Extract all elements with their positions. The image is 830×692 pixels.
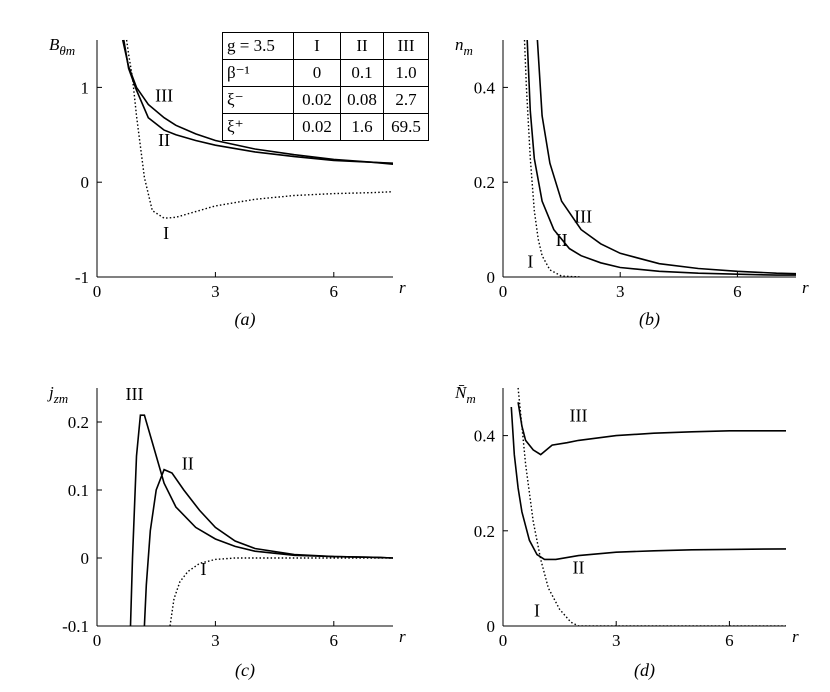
x-tick-label: 6 bbox=[733, 282, 742, 301]
x-tick-label: 0 bbox=[499, 282, 508, 301]
curve-label-ii: II bbox=[158, 130, 170, 150]
curve-label-i: I bbox=[527, 252, 533, 272]
x-tick-label: 6 bbox=[725, 631, 734, 650]
table-row: ξ⁻ 0.02 0.08 2.7 bbox=[222, 86, 429, 114]
y-tick-label: 0 bbox=[487, 268, 496, 287]
x-tick-label: 6 bbox=[330, 631, 339, 650]
x-tick-label: 3 bbox=[616, 282, 625, 301]
table-cell: 0.02 bbox=[293, 86, 341, 114]
table-cell: 0.08 bbox=[340, 86, 384, 114]
y-tick-label: 0.1 bbox=[68, 481, 89, 500]
panel-label: (b) bbox=[639, 309, 660, 330]
y-tick-label: 0.2 bbox=[474, 522, 495, 541]
x-axis-label: r bbox=[792, 627, 799, 646]
series-line-ii bbox=[526, 39, 796, 276]
table-cell: 1.6 bbox=[340, 113, 384, 141]
table-cell: II bbox=[340, 32, 384, 60]
y-tick-label: 0 bbox=[487, 617, 496, 636]
panel-label: (d) bbox=[634, 660, 655, 681]
panel-label: (a) bbox=[235, 309, 256, 330]
table-cell: ξ⁺ bbox=[222, 113, 294, 141]
table-cell: 0.02 bbox=[293, 113, 341, 141]
x-tick-label: 0 bbox=[93, 282, 102, 301]
curve-label-ii: II bbox=[572, 558, 584, 578]
y-tick-label: -1 bbox=[75, 268, 89, 287]
table-cell: I bbox=[293, 32, 341, 60]
table-row: ξ⁺ 0.02 1.6 69.5 bbox=[222, 113, 429, 141]
y-tick-label: 0.4 bbox=[474, 427, 496, 446]
curve-label-i: I bbox=[163, 223, 169, 243]
y-tick-label: 0.4 bbox=[474, 78, 496, 97]
curve-label-iii: III bbox=[126, 384, 144, 404]
table-row: β⁻¹ 0 0.1 1.0 bbox=[222, 59, 429, 87]
y-tick-label: 0.2 bbox=[68, 413, 89, 432]
series-line-iii bbox=[536, 39, 796, 275]
table-cell: III bbox=[383, 32, 429, 60]
x-tick-label: 3 bbox=[211, 282, 220, 301]
y-axis-label: jzm bbox=[47, 383, 68, 406]
table-cell: 2.7 bbox=[383, 86, 429, 114]
curve-label-iii: III bbox=[155, 86, 173, 106]
table-cell: 0.1 bbox=[340, 59, 384, 87]
parameter-table: g = 3.5 I II III β⁻¹ 0 0.1 1.0 ξ⁻ 0.02 0… bbox=[222, 32, 429, 141]
series-line-ii bbox=[510, 406, 786, 561]
curve-label-iii: III bbox=[569, 405, 587, 425]
panel-label: (c) bbox=[235, 660, 255, 681]
curve-label-ii: II bbox=[556, 230, 568, 250]
x-axis-label: r bbox=[802, 278, 809, 297]
table-cell: β⁻¹ bbox=[222, 59, 294, 87]
table-cell: 1.0 bbox=[383, 59, 429, 87]
y-axis-label: Bθm bbox=[49, 35, 75, 58]
x-tick-label: 3 bbox=[211, 631, 220, 650]
x-tick-label: 0 bbox=[93, 631, 102, 650]
series-line-i bbox=[517, 387, 786, 626]
series-line-ii bbox=[143, 468, 393, 626]
x-axis-label: r bbox=[399, 278, 406, 297]
curve-label-iii: III bbox=[574, 206, 592, 226]
series-line-i bbox=[169, 557, 393, 626]
curve-label-i: I bbox=[534, 600, 540, 620]
y-axis-label: nm bbox=[455, 35, 473, 58]
table-row: g = 3.5 I II III bbox=[222, 32, 429, 60]
series-line-i bbox=[523, 39, 582, 277]
series-line-iii bbox=[129, 414, 393, 626]
x-tick-label: 6 bbox=[330, 282, 339, 301]
y-tick-label: 1 bbox=[81, 78, 90, 97]
y-tick-label: 0 bbox=[81, 549, 90, 568]
table-cell: 69.5 bbox=[383, 113, 429, 141]
y-tick-label: 0.2 bbox=[474, 173, 495, 192]
series-line-iii bbox=[517, 402, 786, 456]
table-cell: ξ⁻ bbox=[222, 86, 294, 114]
x-tick-label: 3 bbox=[612, 631, 621, 650]
x-axis-label: r bbox=[399, 627, 406, 646]
curve-label-ii: II bbox=[182, 454, 194, 474]
series-line-ii bbox=[123, 39, 393, 165]
table-cell: g = 3.5 bbox=[222, 32, 294, 60]
series-line-iii bbox=[121, 39, 393, 164]
y-tick-label: -0.1 bbox=[62, 617, 89, 636]
table-cell: 0 bbox=[293, 59, 341, 87]
curve-label-i: I bbox=[201, 559, 207, 579]
x-tick-label: 0 bbox=[499, 631, 508, 650]
y-axis-label: N̄m bbox=[454, 383, 476, 406]
y-tick-label: 0 bbox=[81, 173, 90, 192]
